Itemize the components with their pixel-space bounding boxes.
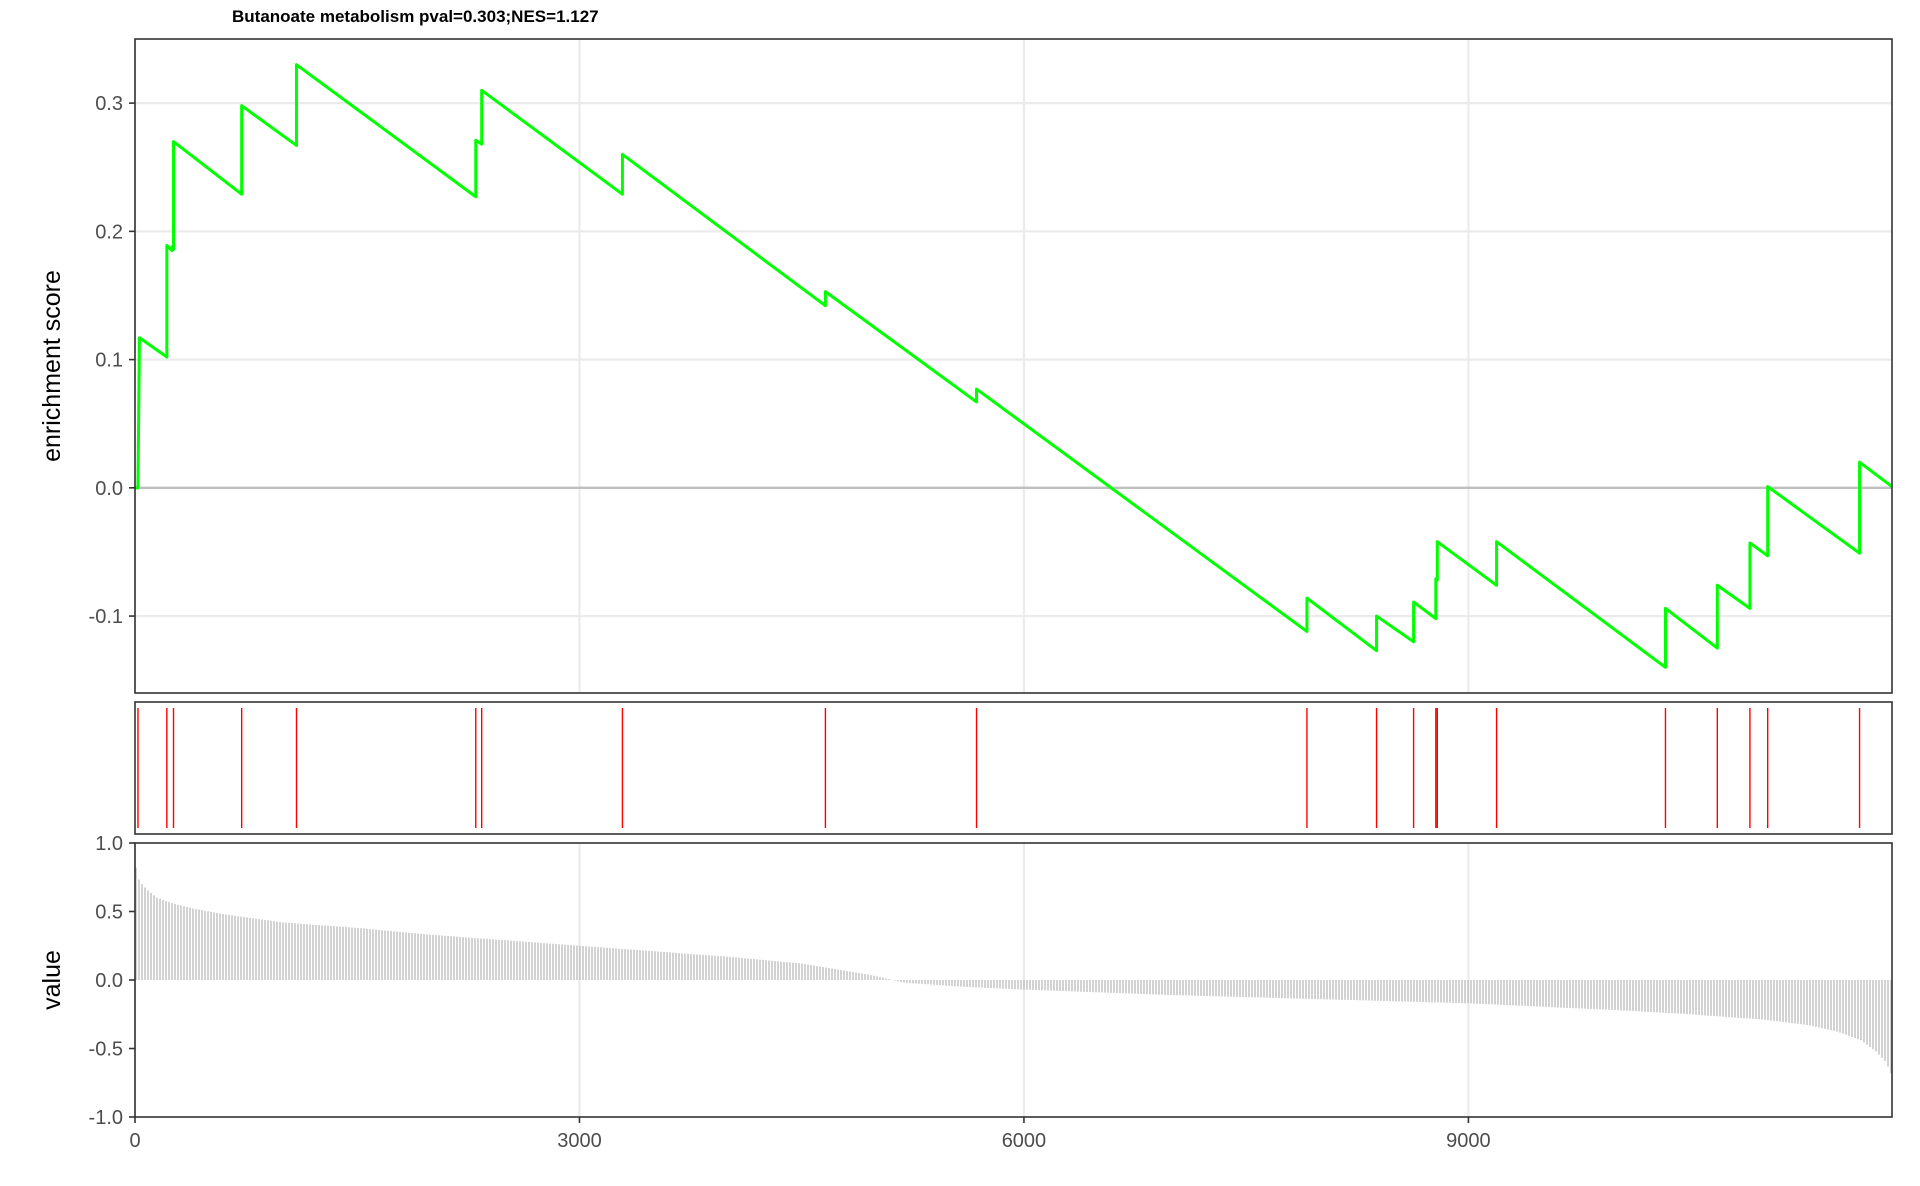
rank-y-tick-label-2: 0.0: [95, 970, 123, 992]
es-y-tick-label-0: -0.1: [89, 606, 123, 628]
es-panel-frame: [134, 38, 1893, 694]
hit-lines: [137, 708, 1861, 828]
hit-panel-frame: [134, 701, 1893, 835]
ranked-metric-panel: -1.0 -0.5 0.0 0.5 1.0 0 3000 6000 9000 value: [38, 833, 1893, 1152]
es-y-tick-label-1: 0.0: [95, 478, 123, 500]
es-y-tick-label-2: 0.1: [95, 350, 123, 372]
es-series-line: [135, 63, 1893, 669]
rank-y-tick-label-4: 1.0: [95, 833, 123, 855]
rank-bars: [135, 867, 1892, 1074]
es-y-tick-label-3: 0.2: [95, 221, 123, 243]
rank-y-tick-label-0: -1.0: [89, 1107, 123, 1129]
rank-x-axis: 0 3000 6000 9000: [129, 1117, 1491, 1152]
enrichment-score-panel: -0.1 0.0 0.1 0.2 0.3 enrichment score: [38, 38, 1893, 694]
es-y-axis-title: enrichment score: [38, 270, 66, 462]
x-tick-label-2: 6000: [1002, 1130, 1047, 1152]
rank-y-tick-label-1: -0.5: [89, 1039, 123, 1061]
rank-y-tick-label-3: 0.5: [95, 902, 123, 924]
es-gridlines: [133, 39, 1892, 693]
es-y-tick-label-4: 0.3: [95, 93, 123, 115]
hit-positions-panel: [134, 701, 1893, 835]
rank-y-axis: -1.0 -0.5 0.0 0.5 1.0: [89, 833, 135, 1129]
x-tick-label-1: 3000: [557, 1130, 602, 1152]
rank-y-axis-title: value: [38, 950, 66, 1010]
rank-panel-frame: [134, 842, 1893, 1118]
x-tick-label-3: 9000: [1446, 1130, 1491, 1152]
x-tick-label-0: 0: [129, 1130, 140, 1152]
es-y-axis: -0.1 0.0 0.1 0.2 0.3: [89, 93, 135, 628]
chart-title: Butanoate metabolism pval=0.303;NES=1.12…: [232, 7, 599, 26]
